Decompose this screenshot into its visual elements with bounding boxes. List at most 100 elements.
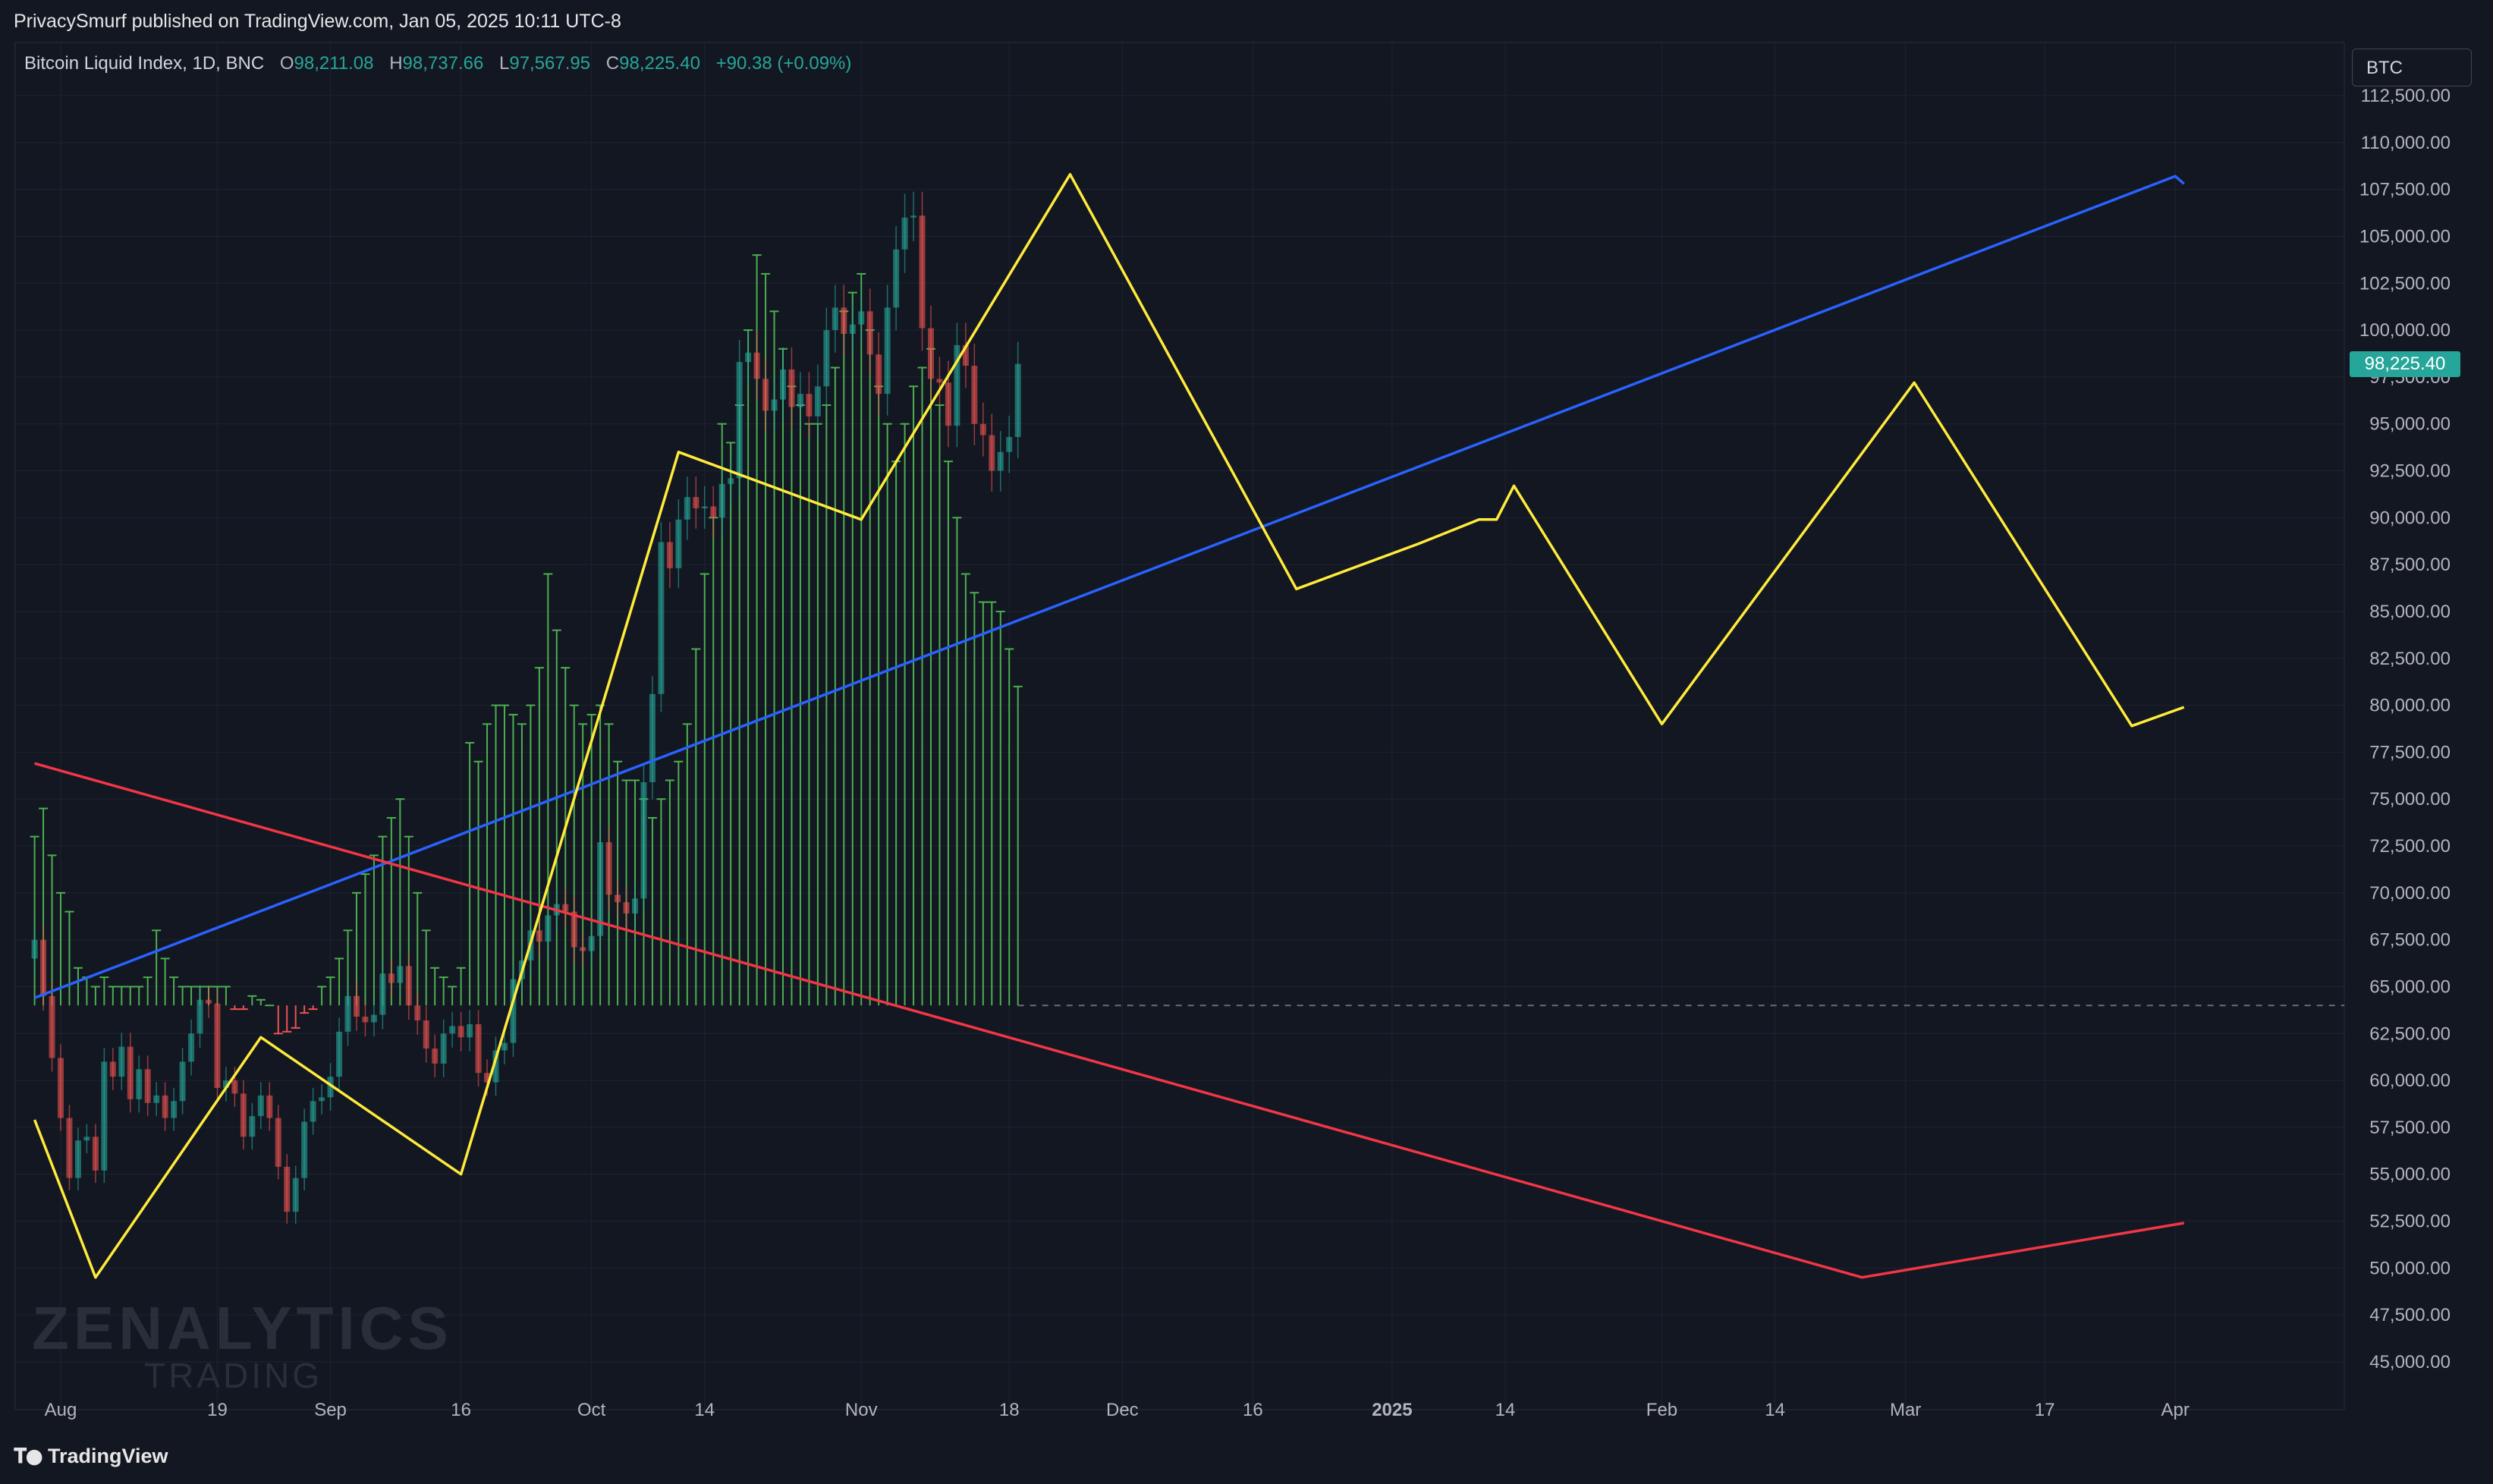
open-label: O [279,53,294,74]
price-tick-label: 60,000.00 [2369,1071,2451,1091]
candle-body [632,898,639,914]
candle-body [640,781,647,899]
candle-body [449,1026,456,1034]
candle-body [370,1014,377,1023]
candlestick-series [31,191,1021,1224]
candle-body [884,307,891,395]
price-tick-label: 95,000.00 [2369,414,2451,435]
price-tick-label: 92,500.00 [2369,461,2451,482]
symbol-name[interactable]: Bitcoin Liquid Index, 1D, BNC [24,53,265,74]
price-tick-label: 90,000.00 [2369,508,2451,528]
candle-body [684,497,690,520]
candle-body [876,354,882,395]
time-tick-label: 19 [207,1400,228,1420]
publisher-info: PrivacySmurf published on TradingView.co… [14,11,621,32]
candle-body [901,217,908,250]
candle-body [74,1140,81,1178]
candle-body [388,973,395,983]
price-tick-label: 85,000.00 [2369,602,2451,622]
time-tick-label: 14 [694,1400,715,1420]
close-label: C [605,53,620,74]
candle-body [753,352,760,379]
candle-body [666,542,673,569]
candle-body [510,979,517,1043]
time-tick-label: Apr [2161,1400,2190,1420]
candle-body [823,330,830,387]
close-value: 98,225.40 [619,53,700,74]
candle-body [562,904,569,912]
candle-body [457,1026,464,1038]
candle-body [701,506,708,508]
candle-body [292,1177,299,1212]
open-value: 98,211.08 [294,53,374,74]
candle-body [171,1101,178,1118]
candle-body [936,379,943,383]
footer-bar [0,1429,2493,1484]
candle-body [841,307,847,335]
price-tick-label: 72,500.00 [2369,836,2451,857]
price-tick-label: 57,500.00 [2369,1118,2451,1138]
price-tick-label: 107,500.00 [2359,180,2451,200]
candle-body [319,1097,325,1102]
candle-body [623,902,630,914]
candle-body [405,966,412,1006]
plot-border [14,42,2345,1410]
candle-body [414,1005,421,1020]
candle-body [832,307,838,331]
chart-grid [14,42,2345,1410]
candle-body [962,344,969,366]
price-tick-label: 52,500.00 [2369,1212,2451,1232]
time-tick-label: Oct [577,1400,606,1420]
symbol-legend[interactable]: Bitcoin Liquid Index, 1D, BNC O98,211.08… [24,53,851,74]
candle-body [997,451,1004,471]
drawing-lines [33,173,2185,1279]
candle-body [336,1031,343,1077]
candle-body [467,1023,473,1038]
tradingview-branding[interactable]: 𝐓● TradingView [14,1445,168,1469]
symbol-compare-box[interactable]: BTC [2352,49,2472,86]
price-tick-label: 62,500.00 [2369,1023,2451,1044]
candle-body [118,1046,125,1077]
time-tick-label: Aug [45,1400,77,1420]
candle-body [780,369,787,400]
candle-body [379,973,386,1015]
time-tick-label: Feb [1646,1400,1677,1420]
candle-body [188,1033,195,1062]
time-tick-label: 14 [1495,1400,1516,1420]
candle-body [301,1121,308,1178]
time-tick-label: 14 [1765,1400,1785,1420]
last-price-tag: 98,225.40 [2350,351,2460,377]
candle-body [571,911,577,948]
candle-body [858,311,865,325]
candle-body [127,1046,134,1099]
candle-body [40,939,47,996]
candle-body [432,1049,439,1064]
candle-body [849,324,856,335]
candle-body [275,1118,281,1167]
candle-body [31,939,38,959]
price-tick-label: 47,500.00 [2369,1305,2451,1325]
candle-body [989,435,995,471]
candle-body [814,386,821,417]
price-tick-label: 112,500.00 [2361,86,2451,106]
candle-body [501,1042,508,1051]
candle-body [658,542,665,694]
candle-body [344,995,351,1032]
candle-body [423,1020,429,1049]
candle-body [83,1137,90,1141]
candle-body [257,1095,264,1117]
candle-body [597,842,604,936]
candle-body [893,249,900,308]
candle-body [797,394,803,407]
candle-body [736,362,743,479]
high-label: H [389,53,403,74]
candle-body [144,1069,151,1103]
time-tick-label: Sep [314,1400,347,1420]
watermark-logo: ZENALYTICS [32,1294,453,1362]
candle-body [675,519,682,569]
branding-label: TradingView [47,1445,168,1467]
candle-body [605,842,612,895]
candle-body [66,1118,73,1178]
price-tick-label: 75,000.00 [2369,789,2451,810]
